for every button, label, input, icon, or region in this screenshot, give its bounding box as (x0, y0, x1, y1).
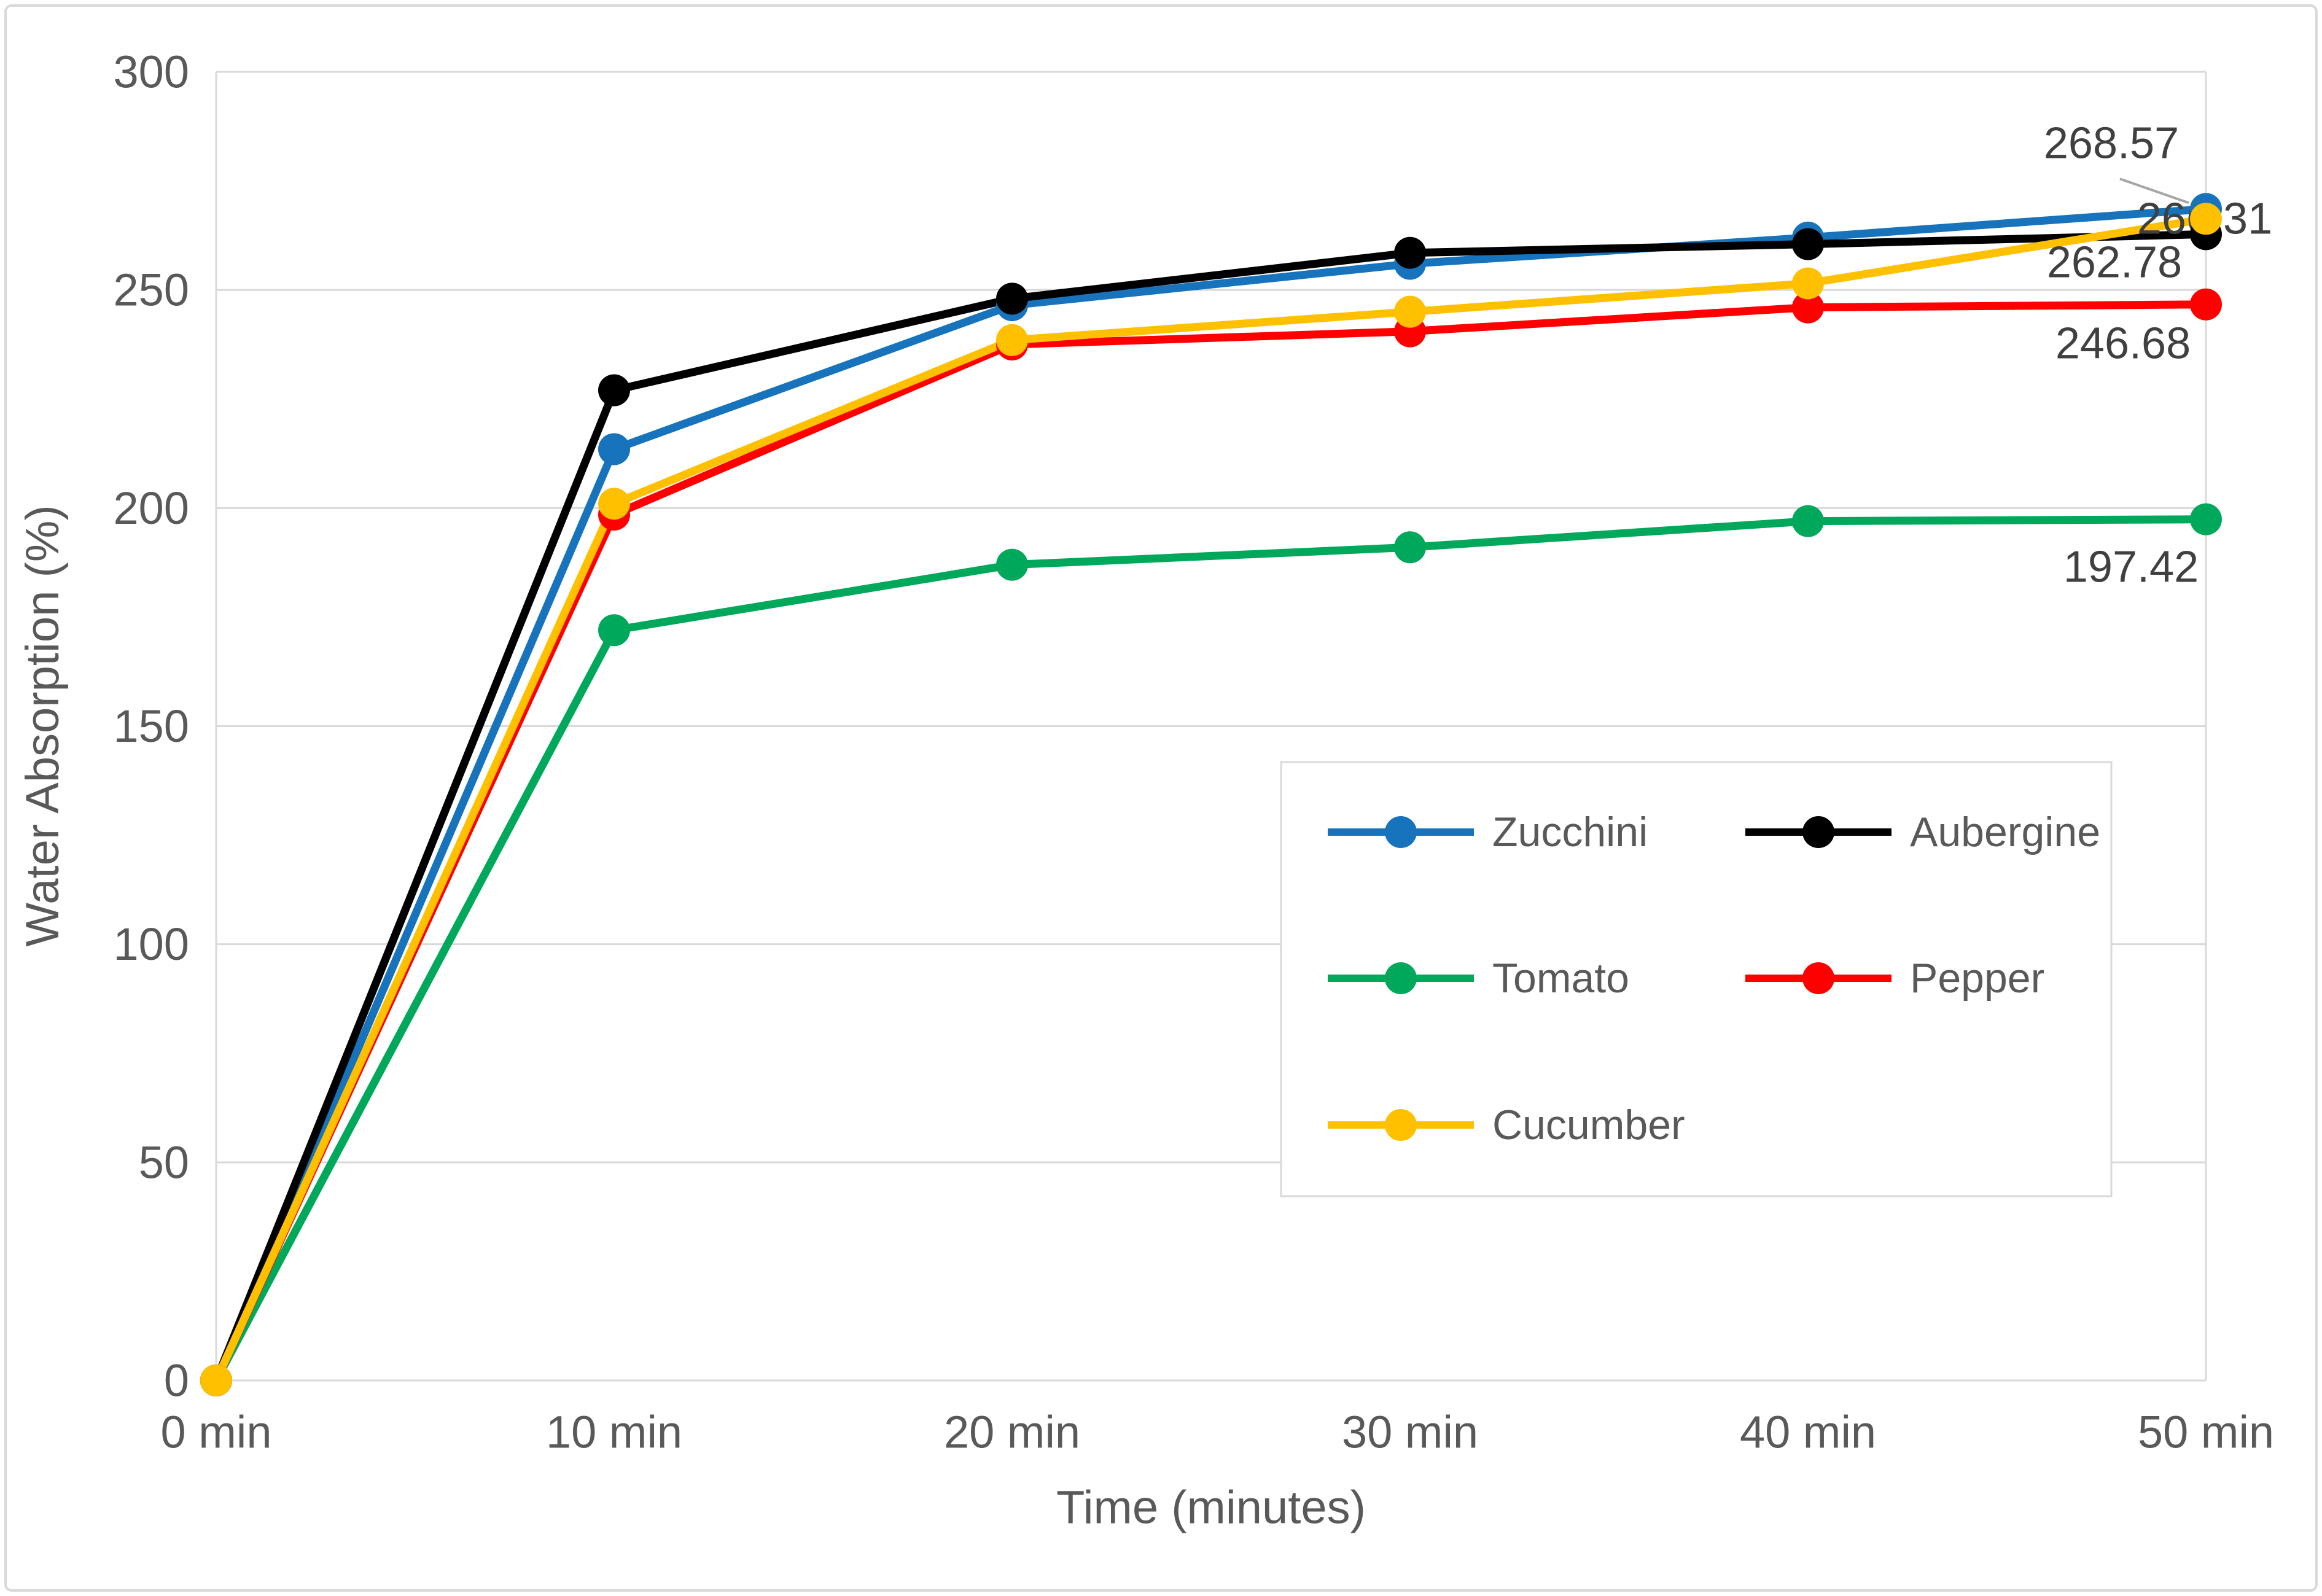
marker-cucumber-5 (2190, 203, 2222, 235)
y-tick-label-300: 300 (114, 47, 189, 98)
legend-item-pepper: Pepper (1745, 955, 2044, 1002)
gridlines (215, 71, 2207, 1382)
legend-marker-zucchini (1385, 816, 1417, 848)
marker-aubergine-1 (598, 374, 630, 407)
x-tick-label-4: 40 min (1740, 1407, 1876, 1458)
data-label-tomato: 197.42 (2063, 543, 2199, 592)
legend-label-cucumber: Cucumber (1492, 1102, 1685, 1148)
marker-pepper-5 (2190, 288, 2222, 321)
legend-label-zucchini: Zucchini (1492, 809, 1648, 855)
legend-item-aubergine: Aubergine (1745, 809, 2100, 855)
legend-marker-aubergine (1802, 816, 1834, 848)
data-label-pepper: 246.68 (2055, 319, 2191, 368)
x-axis-title: Time (minutes) (1056, 1482, 1366, 1534)
marker-tomato-1 (598, 614, 630, 647)
series-markers (200, 193, 2222, 1396)
legend-item-zucchini: Zucchini (1328, 809, 1648, 855)
series-line-cucumber (212, 214, 2210, 1385)
legend-item-tomato: Tomato (1328, 955, 1629, 1002)
y-axis-title: Water Absorption (%) (17, 505, 69, 946)
marker-aubergine-4 (1792, 228, 1824, 260)
marker-cucumber-3 (1394, 295, 1426, 328)
marker-cucumber-2 (996, 324, 1028, 356)
legend-item-cucumber: Cucumber (1328, 1102, 1685, 1148)
marker-pepper-4 (1792, 291, 1824, 324)
marker-tomato-2 (996, 548, 1028, 581)
marker-tomato-3 (1394, 531, 1426, 564)
legend-label-aubergine: Aubergine (1910, 809, 2100, 855)
x-tick-label-1: 10 min (546, 1407, 682, 1458)
marker-aubergine-3 (1394, 236, 1426, 269)
data-label-leader-zucchini (2119, 177, 2189, 204)
legend: Zucchini Aubergine Tomato Pepper Cucumber (1280, 761, 2113, 1197)
y-tick-label-50: 50 (139, 1137, 189, 1188)
series-line-zucchini (212, 204, 2210, 1385)
marker-tomato-4 (1792, 505, 1824, 537)
series-line-aubergine (212, 230, 2210, 1385)
series-line-tomato (212, 515, 2210, 1385)
y-tick-label-150: 150 (114, 701, 189, 752)
data-label-aubergine: 262.78 (2047, 238, 2182, 287)
marker-cucumber-0 (200, 1364, 232, 1396)
data-label-zucchini: 268.57 (2044, 119, 2179, 168)
y-tick-label-200: 200 (114, 483, 189, 534)
marker-cucumber-4 (1792, 267, 1824, 300)
marker-cucumber-1 (598, 488, 630, 520)
legend-marker-pepper (1802, 962, 1834, 994)
legend-label-tomato: Tomato (1492, 955, 1629, 1002)
series-lines (212, 204, 2210, 1385)
marker-tomato-5 (2190, 503, 2222, 535)
marker-zucchini-1 (598, 433, 630, 465)
y-tick-label-0: 0 (164, 1355, 189, 1406)
legend-marker-tomato (1385, 962, 1417, 994)
legend-label-pepper: Pepper (1910, 955, 2044, 1002)
x-tick-label-0: 0 min (161, 1407, 272, 1458)
legend-marker-cucumber (1385, 1109, 1417, 1141)
axis-tick-labels: 0 50 100 150 200 250 300 0 min 10 min 20 min 30 mi… (114, 47, 2275, 1458)
marker-aubergine-2 (996, 282, 1028, 315)
y-tick-label-100: 100 (114, 919, 189, 970)
x-tick-label-3: 30 min (1342, 1407, 1478, 1458)
x-tick-label-5: 50 min (2138, 1407, 2274, 1458)
x-tick-label-2: 20 min (944, 1407, 1080, 1458)
y-tick-label-250: 250 (114, 265, 189, 316)
